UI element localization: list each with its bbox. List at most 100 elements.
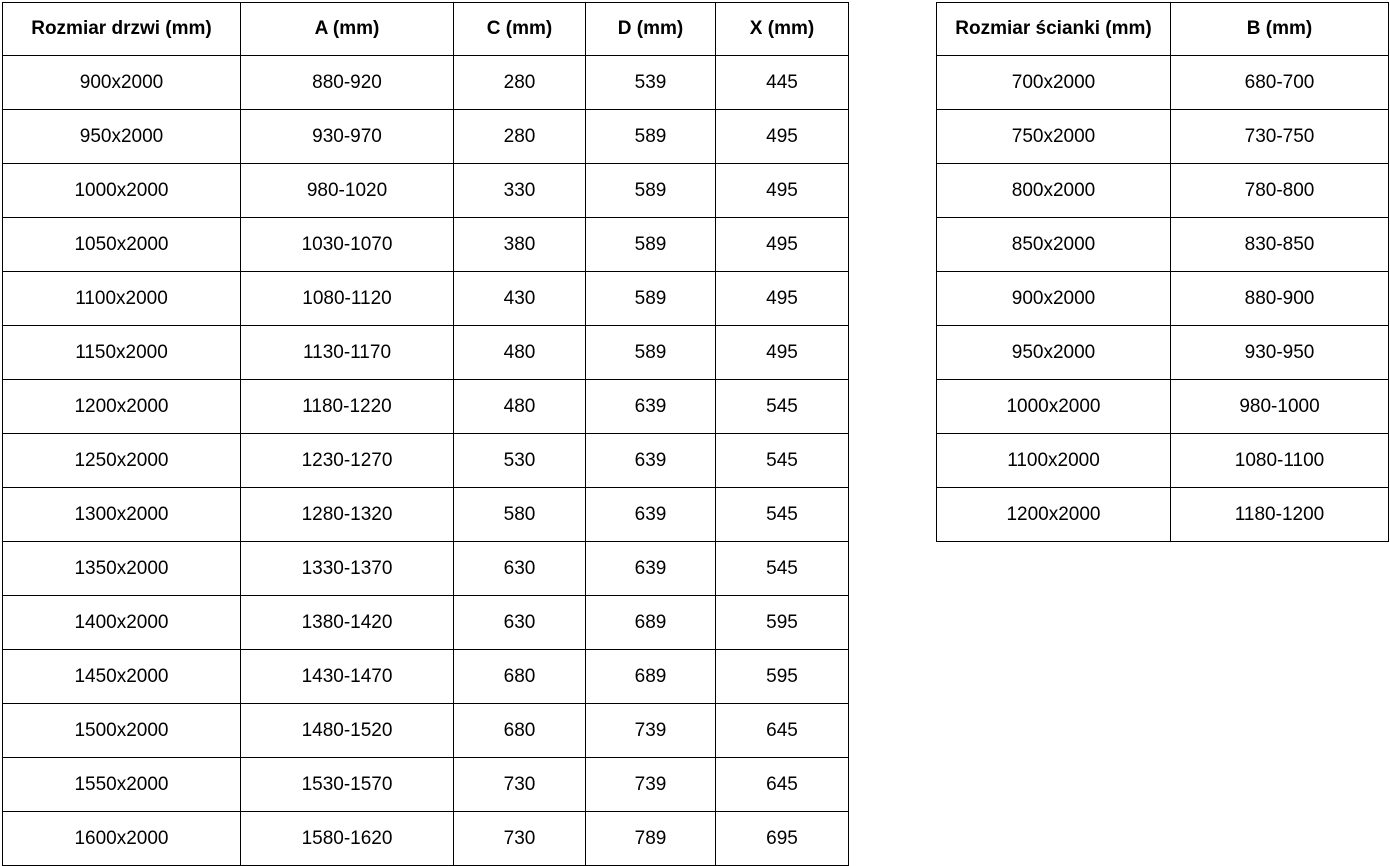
table-cell: 589: [585, 163, 716, 218]
table-cell: 545: [715, 541, 849, 596]
table-cell: 780-800: [1170, 163, 1389, 218]
table-cell: 1000x2000: [936, 379, 1171, 434]
table-cell: 1230-1270: [240, 433, 454, 488]
table-cell: 539: [585, 55, 716, 110]
table-row: 1550x2000 1530-1570 730 739 645: [2, 757, 849, 812]
table-cell: 850x2000: [936, 217, 1171, 272]
table-cell: 1550x2000: [2, 757, 241, 812]
table-cell: 880-920: [240, 55, 454, 110]
table-cell: 1100x2000: [936, 433, 1171, 488]
table-cell: 330: [453, 163, 586, 218]
table-row: 1450x2000 1430-1470 680 689 595: [2, 649, 849, 704]
table-cell: 1450x2000: [2, 649, 241, 704]
door-table-header-x: X (mm): [715, 2, 849, 56]
table-row: 950x2000 930-950: [936, 325, 1389, 380]
table-row: 1000x2000 980-1020 330 589 495: [2, 163, 849, 218]
table-cell: 480: [453, 325, 586, 380]
table-cell: 1500x2000: [2, 703, 241, 758]
table-cell: 639: [585, 379, 716, 434]
table-cell: 700x2000: [936, 55, 1171, 110]
table-cell: 1080-1100: [1170, 433, 1389, 488]
table-cell: 645: [715, 757, 849, 812]
door-size-table: Rozmiar drzwi (mm) A (mm) C (mm) D (mm) …: [2, 2, 849, 866]
table-cell: 639: [585, 433, 716, 488]
table-cell: 1330-1370: [240, 541, 454, 596]
table-cell: 595: [715, 595, 849, 650]
table-cell: 639: [585, 541, 716, 596]
table-cell: 1050x2000: [2, 217, 241, 272]
table-cell: 495: [715, 325, 849, 380]
table-row: 1100x2000 1080-1100: [936, 433, 1389, 488]
door-table-header-c: C (mm): [453, 2, 586, 56]
table-cell: 1130-1170: [240, 325, 454, 380]
door-table-header-a: A (mm): [240, 2, 454, 56]
table-cell: 1480-1520: [240, 703, 454, 758]
table-cell: 980-1000: [1170, 379, 1389, 434]
table-cell: 495: [715, 217, 849, 272]
table-row: 700x2000 680-700: [936, 55, 1389, 110]
table-row: 800x2000 780-800: [936, 163, 1389, 218]
table-cell: 639: [585, 487, 716, 542]
table-cell: 630: [453, 541, 586, 596]
table-cell: 800x2000: [936, 163, 1171, 218]
table-cell: 495: [715, 163, 849, 218]
table-cell: 545: [715, 379, 849, 434]
table-cell: 1430-1470: [240, 649, 454, 704]
table-cell: 1250x2000: [2, 433, 241, 488]
wall-size-table: Rozmiar ścianki (mm) B (mm) 700x2000 680-…: [936, 2, 1389, 542]
table-cell: 445: [715, 55, 849, 110]
table-cell: 1280-1320: [240, 487, 454, 542]
table-cell: 589: [585, 271, 716, 326]
table-cell: 680: [453, 703, 586, 758]
table-cell: 680: [453, 649, 586, 704]
table-cell: 589: [585, 325, 716, 380]
table-row: 850x2000 830-850: [936, 217, 1389, 272]
table-row: 1200x2000 1180-1200: [936, 487, 1389, 542]
table-cell: 730: [453, 757, 586, 812]
table-cell: 689: [585, 649, 716, 704]
table-cell: 689: [585, 595, 716, 650]
table-row: 750x2000 730-750: [936, 109, 1389, 164]
table-cell: 1180-1200: [1170, 487, 1389, 542]
table-cell: 280: [453, 109, 586, 164]
table-cell: 430: [453, 271, 586, 326]
wall-table-header-row: Rozmiar ścianki (mm) B (mm): [936, 2, 1389, 56]
table-cell: 680-700: [1170, 55, 1389, 110]
table-cell: 480: [453, 379, 586, 434]
table-row: 1050x2000 1030-1070 380 589 495: [2, 217, 849, 272]
table-cell: 495: [715, 109, 849, 164]
table-cell: 1080-1120: [240, 271, 454, 326]
table-cell: 1530-1570: [240, 757, 454, 812]
table-cell: 830-850: [1170, 217, 1389, 272]
table-cell: 695: [715, 811, 849, 866]
table-cell: 730-750: [1170, 109, 1389, 164]
table-cell: 645: [715, 703, 849, 758]
table-cell: 1400x2000: [2, 595, 241, 650]
table-row: 1300x2000 1280-1320 580 639 545: [2, 487, 849, 542]
table-row: 1600x2000 1580-1620 730 789 695: [2, 811, 849, 866]
table-cell: 280: [453, 55, 586, 110]
table-cell: 1580-1620: [240, 811, 454, 866]
wall-table-header-rozmiar-scianki: Rozmiar ścianki (mm): [936, 2, 1171, 56]
table-cell: 1300x2000: [2, 487, 241, 542]
table-cell: 1200x2000: [936, 487, 1171, 542]
wall-table-body: 700x2000 680-700 750x2000 730-750 800x2000 78…: [936, 55, 1389, 542]
table-row: 1100x2000 1080-1120 430 589 495: [2, 271, 849, 326]
table-row: 900x2000 880-920 280 539 445: [2, 55, 849, 110]
table-cell: 545: [715, 487, 849, 542]
table-cell: 950x2000: [2, 109, 241, 164]
table-cell: 589: [585, 217, 716, 272]
door-table-body: 900x2000 880-920 280 539 445 950x2000 930-970 2…: [2, 55, 849, 866]
table-cell: 530: [453, 433, 586, 488]
table-cell: 1030-1070: [240, 217, 454, 272]
table-cell: 900x2000: [2, 55, 241, 110]
table-cell: 1200x2000: [2, 379, 241, 434]
table-cell: 595: [715, 649, 849, 704]
table-row: 1350x2000 1330-1370 630 639 545: [2, 541, 849, 596]
table-cell: 930-970: [240, 109, 454, 164]
table-cell: 789: [585, 811, 716, 866]
table-cell: 739: [585, 757, 716, 812]
table-cell: 980-1020: [240, 163, 454, 218]
table-cell: 545: [715, 433, 849, 488]
table-cell: 880-900: [1170, 271, 1389, 326]
